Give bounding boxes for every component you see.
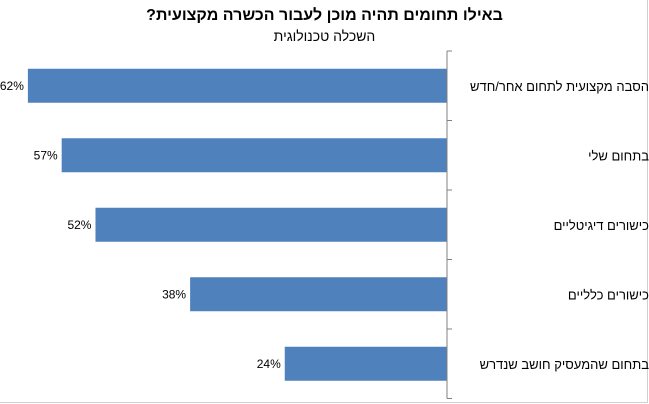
data-label: 38% (162, 287, 186, 301)
chart-subtitle: השכלה טכנולוגית (273, 28, 376, 44)
data-label: 62% (0, 79, 24, 93)
chart-title: באילו תחומים תהיה מוכן לעבור הכשרה מקצוע… (146, 7, 503, 24)
category-label: הסבה מקצועית לתחום אחר/חדש (470, 79, 649, 94)
data-label: 57% (34, 148, 58, 162)
category-label: בתחום שלי (588, 148, 649, 163)
bar (190, 277, 447, 312)
data-label: 52% (67, 218, 91, 232)
bar (284, 346, 447, 381)
category-label: בתחום שהמעסיק חושב שנדרש (480, 357, 649, 372)
category-label: כישורים דיגיטליים (554, 218, 649, 233)
bar (61, 138, 448, 173)
data-label: 24% (257, 357, 281, 371)
bar (27, 68, 447, 103)
bar (95, 207, 447, 242)
category-label: כישורים כלליים (568, 287, 649, 302)
